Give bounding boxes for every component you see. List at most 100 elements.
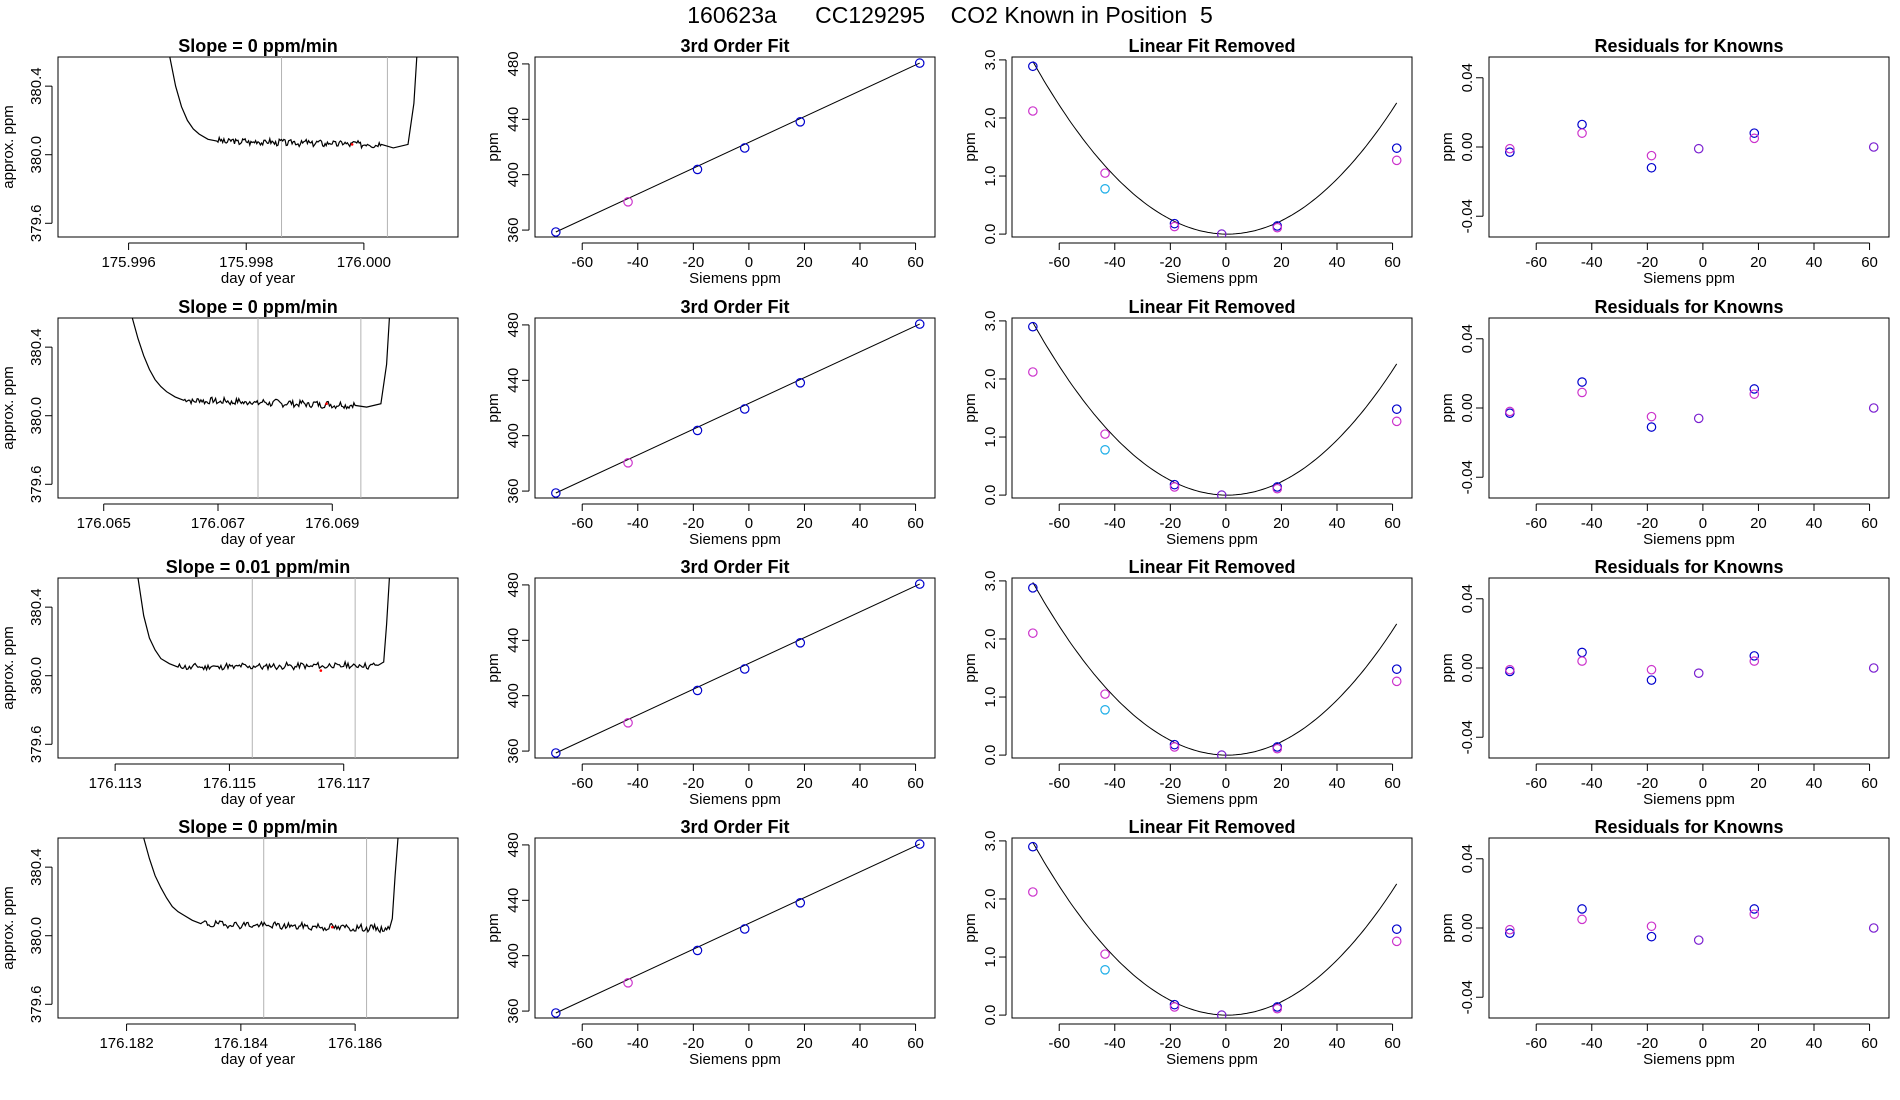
data-point: [1505, 143, 1515, 154]
data-point: [739, 924, 750, 934]
data-point: [1749, 389, 1760, 399]
x-tick-label: -60: [1048, 1035, 1070, 1052]
y-tick-label: 0.04: [1459, 844, 1476, 873]
x-tick-label: 0: [745, 775, 753, 792]
figure-title: 160623a CC129295 CO2 Known in Position 5: [687, 2, 1213, 28]
data-point: [623, 197, 633, 207]
x-tick-label: 176.115: [203, 775, 256, 792]
x-tick-label: -40: [627, 1035, 649, 1052]
data-point: [1577, 377, 1587, 387]
data-point: [1028, 628, 1038, 638]
x-tick-label: -60: [1525, 775, 1547, 792]
x-tick-label: 20: [1750, 515, 1767, 532]
panel-trace-row2: Slope = 0 ppm/min 176.065 176.067 176.069 da…: [0, 297, 459, 548]
y-tick-label: 0.0: [982, 224, 999, 245]
panel-linear_removed-row1: Linear Fit Removed -60 -40 -20 0 20 40 60 Siemen…: [962, 36, 1413, 287]
x-tick-label: 40: [1329, 1035, 1346, 1052]
x-tick-label: -60: [571, 515, 593, 532]
data-point: [1646, 150, 1657, 161]
data-point: [1216, 229, 1227, 237]
concentration-trace-line: [137, 578, 390, 672]
x-tick-label: -40: [1104, 775, 1126, 792]
y-axis-label: ppm: [1439, 913, 1456, 942]
x-tick-label: 60: [907, 775, 924, 792]
y-tick-label: 380.0: [28, 917, 45, 955]
x-tick-label: 0: [745, 515, 753, 532]
data-point: [1100, 184, 1110, 194]
y-tick-label: 380.4: [28, 67, 45, 105]
x-tick-label: 0: [1222, 515, 1230, 532]
plot-area: [551, 319, 925, 498]
data-point: [551, 227, 561, 237]
data-point: [1505, 924, 1515, 935]
x-tick-label: -20: [1159, 775, 1181, 792]
panel-title: Slope = 0 ppm/min: [178, 817, 338, 837]
x-axis-label: Siemens ppm: [1643, 270, 1735, 287]
panel-title: Slope = 0.01 ppm/min: [166, 557, 351, 577]
mean-point: [350, 143, 354, 146]
data-point: [1868, 403, 1879, 413]
concentration-trace-line: [143, 838, 399, 934]
y-tick-label: 379.6: [28, 986, 45, 1024]
data-point: [1749, 904, 1760, 914]
fit-line: [555, 62, 920, 233]
panel-title: Residuals for Knowns: [1594, 36, 1783, 56]
y-tick-label: -0.04: [1459, 199, 1476, 233]
y-tick-label: -0.04: [1459, 720, 1476, 754]
data-point: [1577, 128, 1587, 138]
x-tick-label: 40: [1806, 254, 1823, 271]
fit-line: [555, 323, 920, 494]
x-tick-label: -60: [1048, 515, 1070, 532]
panel-fit-row4: 3rd Order Fit -60 -40 -20 0 20 40 60 Siemens ppm…: [485, 817, 936, 1068]
data-point: [692, 685, 703, 696]
x-tick-label: -20: [1636, 1035, 1658, 1052]
plot-frame: [1011, 56, 1413, 238]
x-tick-label: 0: [1699, 515, 1707, 532]
x-tick-label: 20: [1273, 254, 1290, 271]
data-point: [914, 58, 925, 68]
y-tick-label: 3.0: [982, 830, 999, 851]
data-point: [1749, 384, 1760, 394]
x-axis-label: Siemens ppm: [1643, 1051, 1735, 1068]
x-axis-label: day of year: [221, 531, 295, 548]
y-axis-label: ppm: [1439, 393, 1456, 422]
data-point: [1505, 147, 1515, 157]
x-tick-label: 0: [1222, 1035, 1230, 1052]
y-tick-label: 380.0: [28, 397, 45, 435]
panel-title: 3rd Order Fit: [680, 36, 789, 56]
y-tick-label: 380.4: [28, 588, 45, 626]
mean-point: [330, 925, 334, 929]
data-point: [1100, 705, 1110, 715]
x-tick-label: -20: [1636, 775, 1658, 792]
y-tick-label: 379.6: [28, 466, 45, 504]
y-axis-label: approx. ppm: [0, 105, 17, 188]
data-point: [1577, 387, 1587, 398]
data-point: [1646, 664, 1657, 675]
quadratic-curve: [1032, 322, 1398, 496]
data-point: [1169, 742, 1180, 752]
y-tick-label: 380.0: [28, 136, 45, 174]
x-axis-label: Siemens ppm: [689, 531, 781, 548]
y-tick-label: 360: [505, 479, 522, 504]
y-tick-label: 440: [505, 107, 522, 132]
quadratic-curve: [1032, 61, 1398, 235]
data-point: [551, 1008, 561, 1018]
y-tick-label: 440: [505, 368, 522, 393]
y-tick-label: 400: [505, 162, 522, 187]
x-tick-label: 176.065: [77, 515, 131, 532]
data-point: [914, 579, 925, 589]
y-axis-label: ppm: [962, 913, 979, 942]
data-point: [1028, 61, 1038, 72]
data-point: [551, 488, 561, 498]
y-tick-label: 0.0: [982, 745, 999, 766]
data-point: [1749, 909, 1760, 919]
x-tick-label: 40: [1806, 775, 1823, 792]
y-tick-label: 0.00: [1459, 132, 1476, 161]
data-point: [1505, 664, 1515, 675]
x-tick-label: -40: [1581, 254, 1603, 271]
y-tick-label: 0.00: [1459, 653, 1476, 682]
x-tick-label: -40: [1581, 515, 1603, 532]
data-point: [1391, 143, 1402, 153]
y-axis-label: approx. ppm: [0, 626, 17, 709]
plot-area: [143, 838, 399, 1018]
